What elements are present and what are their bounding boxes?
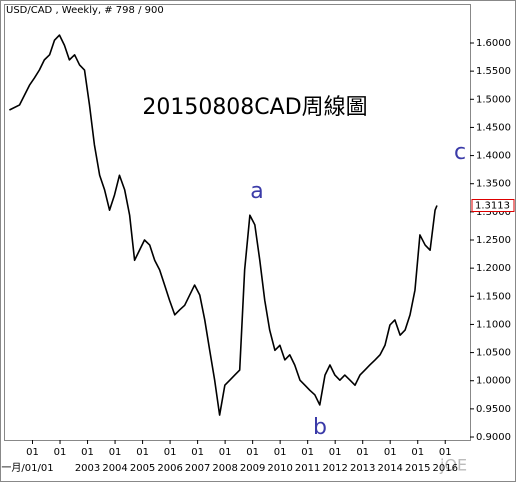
- annotation: a: [250, 179, 263, 204]
- x-tick-label: 01: [191, 447, 204, 458]
- y-tick-label: 0.9000: [476, 432, 511, 443]
- x-year-label: 2009: [240, 463, 265, 474]
- y-tick-label: 1.6000: [476, 38, 511, 49]
- y-tick-label: 1.0000: [476, 376, 511, 387]
- x-tick-label: 01: [274, 447, 287, 458]
- chart-title: USD/CAD , Weekly, # 798 / 900: [6, 5, 164, 16]
- x-tick-label: 01: [136, 447, 149, 458]
- price-line: [9, 34, 438, 416]
- y-tick-label: 1.3500: [476, 179, 511, 190]
- x-tick-label: 01: [329, 447, 342, 458]
- x-year-label: 一月/01/01: [1, 462, 53, 474]
- y-tick-label: 1.1000: [476, 319, 511, 330]
- y-tick-label: 1.4000: [476, 151, 511, 162]
- annotation: 20150808CAD周線圖: [142, 95, 367, 120]
- x-tick-label: 01: [81, 447, 94, 458]
- plot-frame: [4, 4, 471, 441]
- x-year-label: 2011: [295, 463, 320, 474]
- x-tick-label: 01: [164, 447, 177, 458]
- x-tick-label: 01: [356, 447, 369, 458]
- x-year-label: 2004: [102, 463, 127, 474]
- y-tick-label: 1.2500: [476, 235, 511, 246]
- y-tick-label: 1.5500: [476, 66, 511, 77]
- x-year-label: 2007: [185, 463, 210, 474]
- y-tick-label: 1.2000: [476, 263, 511, 274]
- watermark: jOE: [439, 456, 467, 475]
- last-price-label: 1.3113: [475, 201, 510, 212]
- x-tick-label: 01: [301, 447, 314, 458]
- x-year-label: 2008: [212, 463, 237, 474]
- x-tick-label: 01: [411, 447, 424, 458]
- last-price-box: [471, 199, 515, 213]
- x-year-label: 2006: [157, 463, 182, 474]
- x-tick-label: 01: [26, 447, 39, 458]
- x-year-label: 2016: [433, 463, 458, 474]
- y-tick-label: 1.4500: [476, 122, 511, 133]
- x-year-label: 2003: [75, 463, 100, 474]
- x-tick-label: 01: [54, 447, 67, 458]
- x-tick-label: 01: [109, 447, 122, 458]
- x-year-label: 2005: [130, 463, 155, 474]
- x-year-label: 2010: [267, 463, 292, 474]
- x-tick-label: 01: [439, 447, 452, 458]
- annotation: b: [313, 415, 327, 440]
- x-tick-label: 01: [384, 447, 397, 458]
- y-tick-label: 1.1500: [476, 291, 511, 302]
- x-year-label: 2013: [350, 463, 375, 474]
- x-year-label: 2014: [377, 463, 402, 474]
- x-tick-label: 01: [246, 447, 259, 458]
- y-tick-label: 1.5000: [476, 94, 511, 105]
- x-year-label: 2012: [322, 463, 347, 474]
- x-year-label: 2015: [405, 463, 430, 474]
- annotation: c: [454, 140, 466, 165]
- x-tick-label: 01: [219, 447, 232, 458]
- y-tick-label: 0.9500: [476, 404, 511, 415]
- y-tick-label: 1.0500: [476, 348, 511, 359]
- y-tick-label: 1.3000: [476, 207, 511, 218]
